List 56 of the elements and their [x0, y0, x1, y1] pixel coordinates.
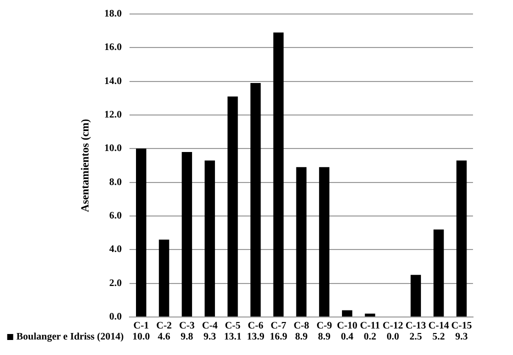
- bar: [296, 167, 306, 316]
- x-tick-label: C-1: [133, 320, 149, 332]
- data-label: 0.0: [386, 332, 400, 343]
- x-tick-label: C-13: [406, 320, 426, 332]
- x-tick-label: C-10: [336, 320, 358, 332]
- x-tick-label: C-12: [382, 320, 404, 332]
- x-tick-label: C-14: [428, 320, 449, 332]
- x-tick-label: C-6: [248, 320, 264, 332]
- y-tick-label: 14.0: [104, 76, 122, 87]
- x-tick-label: C-4: [202, 320, 218, 332]
- y-tick-label: 4.0: [109, 244, 122, 256]
- bar: [250, 83, 261, 316]
- bar: [456, 160, 467, 316]
- y-tick-label: 6.0: [109, 210, 122, 222]
- data-label: 0.2: [364, 332, 376, 343]
- bar: [319, 167, 330, 316]
- y-tick-label: 2.0: [109, 278, 122, 289]
- x-tick-label: C-11: [360, 320, 380, 332]
- y-tick-label: 16.0: [104, 42, 122, 54]
- data-label: 9.3: [455, 332, 468, 343]
- data-label: 9.3: [204, 332, 216, 343]
- x-tick-label: C-7: [270, 320, 286, 332]
- x-tick-label: C-2: [156, 320, 172, 332]
- legend-label: Boulanger e Idriss (2014): [16, 332, 124, 343]
- data-label: 2.5: [410, 332, 422, 343]
- y-tick-label: 0.0: [109, 312, 122, 323]
- y-axis-title: Asentamientos (cm): [79, 118, 92, 212]
- data-label: 9.8: [180, 332, 194, 343]
- x-tick-label: C-5: [224, 320, 240, 332]
- data-label: 8.9: [295, 332, 308, 343]
- y-tick-label: 18.0: [104, 8, 122, 20]
- x-tick-label: C-3: [179, 320, 195, 332]
- y-tick-label: 12.0: [104, 110, 122, 121]
- bar: [364, 314, 376, 316]
- data-label: 13.1: [224, 332, 242, 343]
- bar: [204, 160, 215, 316]
- data-label: 10.0: [132, 332, 150, 343]
- bar: [410, 274, 421, 316]
- y-tick-label: 10.0: [104, 143, 122, 154]
- x-tick-label: C-8: [294, 320, 310, 332]
- x-tick-label: C-9: [316, 320, 332, 332]
- data-label: 13.9: [246, 332, 264, 343]
- bar: [273, 32, 284, 316]
- y-tick-label: 8.0: [109, 176, 122, 188]
- bar: [342, 310, 352, 316]
- data-label: 8.9: [318, 332, 330, 343]
- data-label: 5.2: [432, 332, 445, 343]
- bar: [136, 148, 146, 316]
- x-tick-label: C-15: [451, 320, 472, 332]
- bar: [434, 229, 444, 316]
- bar: [182, 152, 192, 316]
- data-label: 0.4: [340, 332, 354, 343]
- bar: [228, 96, 238, 316]
- bar: [158, 240, 170, 316]
- data-label: 4.6: [158, 332, 170, 343]
- data-label: 16.9: [270, 332, 288, 343]
